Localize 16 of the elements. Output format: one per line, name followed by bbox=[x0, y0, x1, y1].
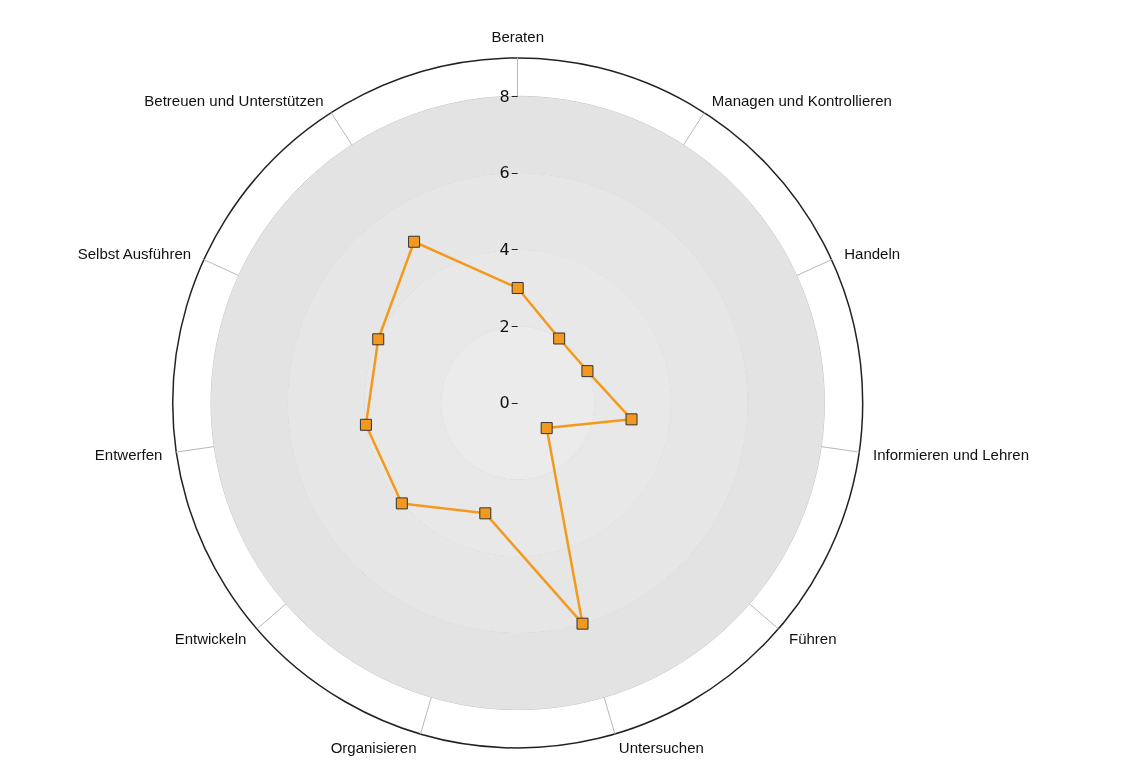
spoke-label: Entwickeln bbox=[174, 629, 247, 647]
spoke-label: Untersuchen bbox=[618, 738, 704, 756]
y-tick-label: 0 bbox=[499, 393, 510, 413]
spoke-label: Managen und Kontrollieren bbox=[711, 92, 892, 110]
y-tick-label: 6 bbox=[499, 163, 510, 183]
y-tick-label: 8 bbox=[499, 86, 510, 106]
y-tick-label: 4 bbox=[499, 240, 510, 260]
spoke-label: Handeln bbox=[844, 245, 901, 263]
y-tick-label: 2 bbox=[499, 316, 510, 336]
spoke-label: Informieren und Lehren bbox=[873, 445, 1029, 463]
spoke-label: Selbst Ausführen bbox=[77, 245, 192, 263]
spoke-label: Entwerfen bbox=[94, 445, 163, 463]
spoke-label: Beraten bbox=[491, 27, 544, 45]
spoke-label: Führen bbox=[789, 629, 837, 647]
spoke-label: Organisieren bbox=[330, 738, 417, 756]
spoke-label: Betreuen und Unterstützen bbox=[144, 92, 324, 110]
